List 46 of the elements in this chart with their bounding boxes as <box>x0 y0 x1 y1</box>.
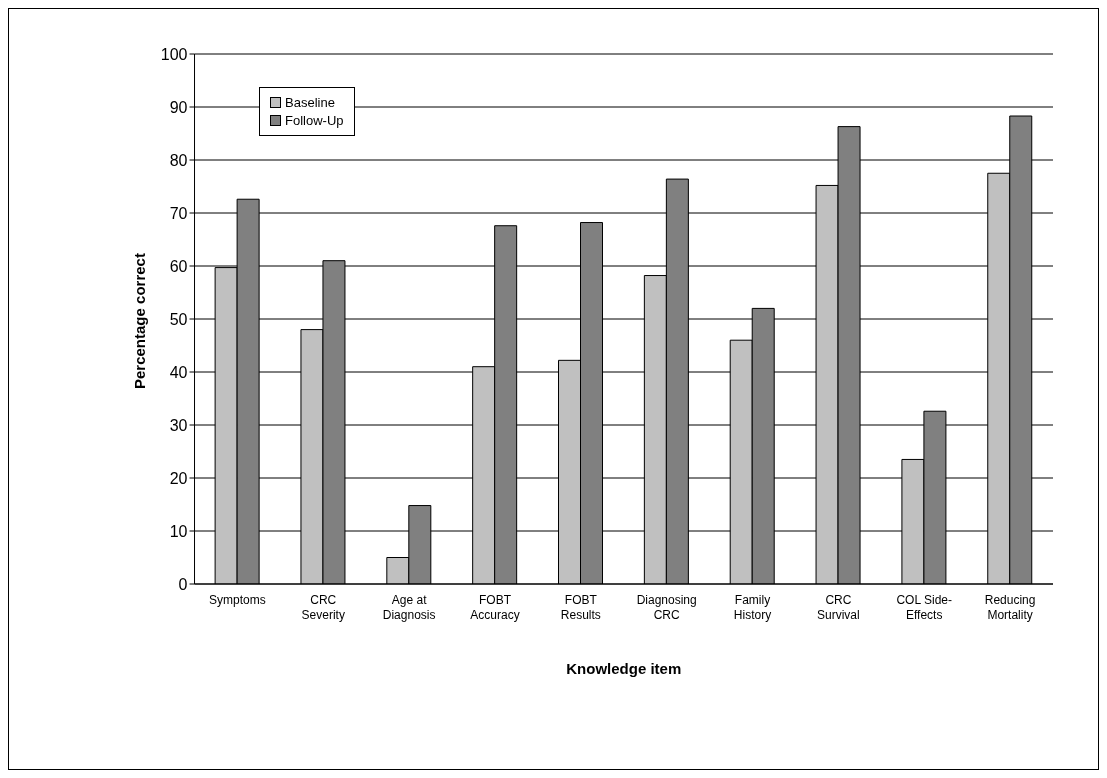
y-tick-label: 10 <box>169 522 188 540</box>
y-tick-label: 70 <box>169 204 188 222</box>
y-tick-label: 30 <box>169 416 188 434</box>
bar <box>580 222 604 584</box>
y-tick-label: 90 <box>169 98 188 116</box>
bar <box>729 339 753 584</box>
y-tick-label: 100 <box>160 45 188 63</box>
bar <box>751 307 775 584</box>
bar <box>901 458 925 584</box>
bar <box>214 267 238 584</box>
bar <box>923 410 947 584</box>
bar <box>1009 115 1033 584</box>
x-tick-label: CRC Survival <box>817 593 860 622</box>
x-axis-title: Knowledge item <box>566 660 682 677</box>
x-tick-label: COL Side-Effects <box>896 593 953 622</box>
x-tick-label: Diagnosing CRC <box>636 593 697 622</box>
x-tick-label: Family History <box>733 593 772 622</box>
y-tick-label: 50 <box>169 310 188 328</box>
bar <box>300 329 324 584</box>
x-tick-label: Reducing Mortality <box>984 593 1036 622</box>
bar <box>987 172 1011 584</box>
bar <box>665 178 689 584</box>
x-tick-label: FOBT Results <box>560 593 601 622</box>
x-tick-label: CRC Severity <box>301 593 345 622</box>
bar <box>643 275 667 584</box>
bar <box>322 260 346 584</box>
legend-label: Follow-Up <box>285 113 344 128</box>
x-tick-label: FOBT Accuracy <box>470 593 520 622</box>
bar <box>236 198 260 584</box>
y-tick-label: 20 <box>169 469 188 487</box>
bar <box>815 184 839 584</box>
chart-frame: Baseline Follow-Up Symptoms CRC Severity Age at Diagnosis FOBT Accuracy FOBT Results Diagnosing CRC Family History CRC Survival COL Side-Effects Reducing Mortality Knowledge item 0 10 20 30 40 50 60 70 80 90 100 Percentage correct <box>8 8 1099 770</box>
bar <box>472 366 496 584</box>
bar <box>494 225 518 584</box>
bar <box>837 126 861 584</box>
bar <box>386 557 410 584</box>
y-tick-label: 40 <box>169 363 188 381</box>
bar <box>408 505 432 584</box>
y-tick-label: 80 <box>169 151 188 169</box>
x-tick-label: Age at Diagnosis <box>382 593 436 622</box>
x-tick-label: Symptoms <box>209 593 266 607</box>
y-tick-label: 60 <box>169 257 188 275</box>
bar <box>558 359 582 584</box>
y-axis-title: Percentage correct <box>130 253 148 389</box>
legend-label: Baseline <box>285 95 335 110</box>
y-tick-label: 0 <box>178 575 188 593</box>
